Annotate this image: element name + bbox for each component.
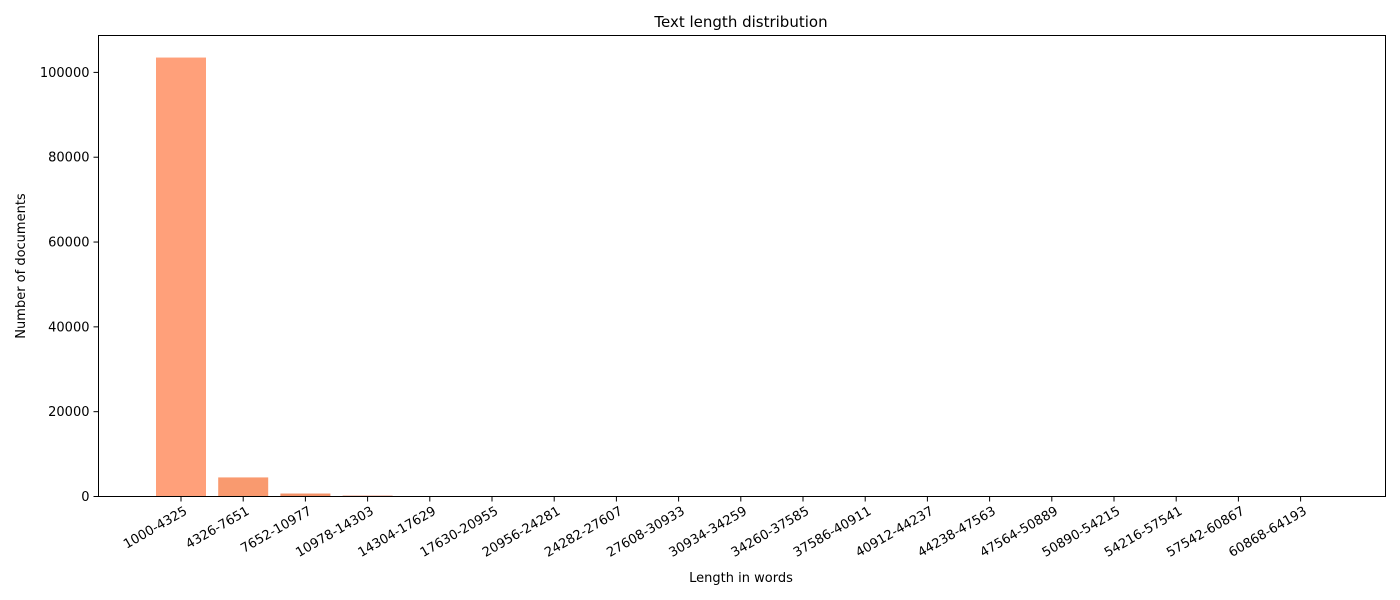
bars-group xyxy=(156,57,1326,497)
plot-frame xyxy=(98,35,1386,497)
bar-1000-4325 xyxy=(156,57,206,497)
y-axis: 0 20000 40000 60000 80000 100000 xyxy=(40,66,99,505)
x-tick-label: 1000-4325 xyxy=(121,504,190,552)
y-tick-label: 80000 xyxy=(48,151,89,166)
y-tick-label: 20000 xyxy=(48,405,89,420)
y-tick-label: 40000 xyxy=(48,320,89,335)
x-axis-label: Length in words xyxy=(689,571,793,586)
y-tick-label: 60000 xyxy=(48,236,89,251)
y-axis-label: Number of documents xyxy=(14,193,29,339)
y-tick-label: 100000 xyxy=(40,66,90,81)
y-tick-label: 0 xyxy=(81,490,89,505)
bar-4326-7651 xyxy=(218,477,269,497)
chart-title: Text length distribution xyxy=(653,13,827,31)
x-axis: 1000-43254326-76517652-1097710978-143031… xyxy=(121,496,1310,561)
bar-7652-10977 xyxy=(280,493,331,497)
